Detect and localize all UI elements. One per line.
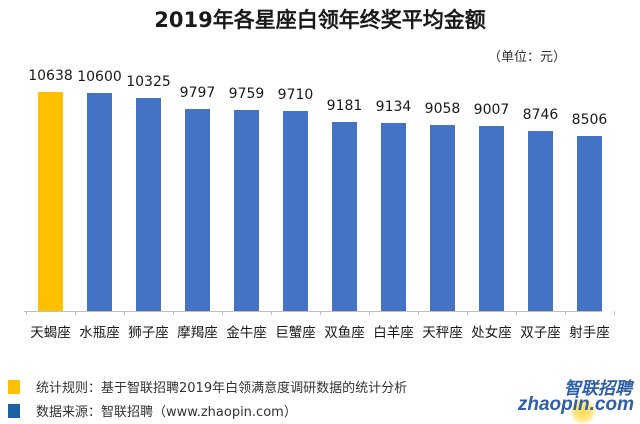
- category-label: 摩羯座: [177, 325, 218, 341]
- bar-3: [136, 98, 161, 311]
- bar-8: [381, 122, 406, 311]
- category-label: 处女座: [471, 325, 512, 341]
- category-label: 双鱼座: [324, 325, 365, 341]
- value-label: 10600: [77, 68, 122, 85]
- legend-swatch-blue: [8, 403, 20, 418]
- axis-tick: [222, 311, 223, 315]
- category-label: 狮子座: [128, 325, 169, 341]
- bar-2: [87, 92, 112, 311]
- axis-tick: [369, 311, 370, 315]
- bar-9: [430, 124, 455, 311]
- bar-chart: 10638 天蝎座 10600 水瓶座 10325 狮子座 9797 摩羯座 9759 金牛座 97…: [24, 68, 615, 341]
- axis-tick: [418, 311, 419, 315]
- chart-title: 2019年各星座白领年终奖平均金额: [154, 8, 486, 32]
- bar-1: [38, 92, 63, 311]
- value-label: 8746: [522, 106, 559, 123]
- value-label: 10325: [126, 74, 171, 91]
- legend-item-rule: 统计规则：基于智联招聘2019年白领满意度调研数据的统计分析: [8, 377, 407, 396]
- unit-label: （单位：元）: [488, 50, 567, 65]
- x-axis: [24, 311, 602, 312]
- value-label: 9181: [326, 97, 363, 114]
- legend-swatch-yellow: [8, 379, 20, 394]
- category-label: 金牛座: [226, 325, 267, 341]
- bar-10: [479, 125, 504, 311]
- bar-12: [577, 135, 602, 311]
- zhaopin-logo: 智联招聘 zhaopin.com: [518, 374, 638, 424]
- axis-tick: [320, 311, 321, 315]
- logo-cn-text: 智联招聘: [564, 379, 632, 399]
- category-label: 射手座: [569, 325, 610, 341]
- legend-text-source: 数据来源：智联招聘（www.zhaopin.com）: [36, 405, 297, 420]
- axis-tick: [565, 311, 566, 315]
- value-label: 9710: [277, 87, 314, 104]
- value-label: 9759: [228, 86, 265, 103]
- axis-tick: [516, 311, 517, 315]
- value-label: 9058: [424, 100, 461, 117]
- legend-item-source: 数据来源：智联招聘（www.zhaopin.com）: [8, 401, 297, 420]
- bar-7: [332, 121, 357, 311]
- logo-sun-icon: [570, 398, 596, 424]
- logo-en-text: zhaopin.com: [517, 394, 634, 415]
- bar-6: [283, 111, 308, 311]
- value-label: 9134: [375, 98, 412, 115]
- category-label: 天秤座: [422, 325, 463, 341]
- axis-tick: [173, 311, 174, 315]
- axis-tick: [75, 311, 76, 315]
- value-label: 8506: [571, 111, 608, 128]
- legend-text-rule: 统计规则：基于智联招聘2019年白领满意度调研数据的统计分析: [36, 381, 408, 396]
- bar-4: [185, 109, 210, 311]
- category-label: 天蝎座: [30, 325, 71, 341]
- value-label: 9797: [179, 85, 216, 102]
- bar-11: [528, 130, 553, 311]
- axis-tick: [271, 311, 272, 315]
- axis-tick: [467, 311, 468, 315]
- value-label: 10638: [28, 68, 73, 84]
- bar-5: [234, 110, 259, 311]
- axis-tick: [26, 311, 27, 315]
- axis-tick: [124, 311, 125, 315]
- value-label: 9007: [473, 101, 510, 118]
- category-label: 双子座: [520, 325, 561, 341]
- axis-tick: [614, 311, 615, 315]
- category-label: 巨蟹座: [275, 325, 316, 341]
- category-label: 白羊座: [373, 325, 414, 341]
- category-label: 水瓶座: [79, 325, 120, 341]
